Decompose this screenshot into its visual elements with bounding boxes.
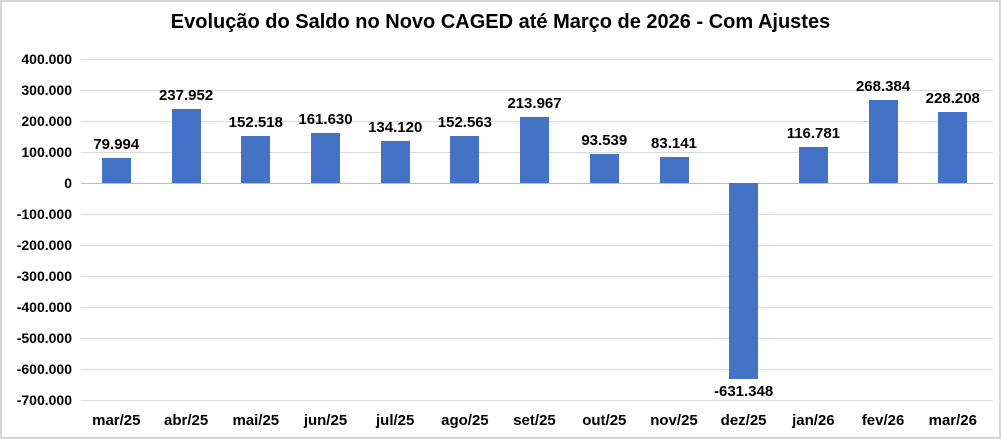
gridline <box>81 214 993 215</box>
x-tick-label: ago/25 <box>441 412 489 429</box>
y-tick-label: 200.000 <box>21 113 72 129</box>
gridline <box>81 245 993 246</box>
x-tick-label: fev/26 <box>861 412 905 429</box>
gridline <box>81 59 993 60</box>
bar-set/25 <box>520 116 549 183</box>
bar-value-label: 83.141 <box>651 135 697 153</box>
gridline <box>81 400 993 401</box>
x-tick-label: out/25 <box>582 412 627 429</box>
gridline <box>81 276 993 277</box>
bar-value-label: 134.120 <box>368 119 423 137</box>
bar-value-label: 161.630 <box>298 110 353 128</box>
bar-value-label: -631.348 <box>713 382 774 400</box>
gridline <box>81 307 993 308</box>
gridline <box>81 369 993 370</box>
bar-value-label: 116.781 <box>786 124 841 142</box>
bar-dez/25 <box>729 183 759 379</box>
bar-out/25 <box>589 154 619 183</box>
y-tick-label: -100.000 <box>16 206 72 222</box>
x-tick-label: abr/25 <box>163 412 209 429</box>
bar-fev/26 <box>868 99 898 183</box>
bar-value-label: 152.518 <box>228 113 283 131</box>
y-tick-label: -400.000 <box>16 299 72 315</box>
y-tick-label: -300.000 <box>16 268 72 284</box>
x-tick-label: mar/25 <box>92 412 141 429</box>
bar-value-label: 268.384 <box>855 77 911 95</box>
y-tick-label: -200.000 <box>16 237 72 253</box>
y-tick-label: 300.000 <box>21 82 72 98</box>
bar-value-label: 79.994 <box>93 136 140 154</box>
bar-jun/25 <box>311 132 340 183</box>
y-tick-label: -600.000 <box>16 361 72 377</box>
gridline <box>81 90 993 91</box>
y-tick-label: -500.000 <box>16 330 72 346</box>
y-tick-label: 100.000 <box>21 144 72 160</box>
x-tick-label: mai/25 <box>232 412 280 429</box>
x-tick-label: set/25 <box>513 412 556 429</box>
x-tick-label: nov/25 <box>650 412 698 429</box>
bar-value-label: 152.563 <box>437 113 492 131</box>
bar-value-label: 213.967 <box>507 94 562 112</box>
bar-value-label: 237.952 <box>158 87 214 105</box>
chart-title: Evolução do Saldo no Novo CAGED até Març… <box>170 11 831 33</box>
y-tick-label: 400.000 <box>21 51 72 67</box>
bar-jul/25 <box>380 141 410 183</box>
x-tick-label: mar/26 <box>928 412 977 429</box>
gridline <box>81 338 993 339</box>
bar-mar/26 <box>938 112 968 183</box>
bar-mar/25 <box>101 158 131 183</box>
x-tick-label: jun/25 <box>303 412 348 429</box>
bar-mai/25 <box>241 135 271 183</box>
bar-abr/25 <box>171 109 201 183</box>
bar-value-label: 93.539 <box>581 132 628 149</box>
y-tick-label: -700.000 <box>16 392 72 408</box>
bar-value-label: 228.208 <box>925 90 980 108</box>
x-tick-label: jul/25 <box>376 412 415 429</box>
x-tick-label: jan/26 <box>792 412 835 429</box>
bar-nov/25 <box>659 157 689 183</box>
x-tick-label: dez/25 <box>720 412 767 429</box>
bar-ago/25 <box>450 135 480 183</box>
y-tick-label: 0 <box>64 175 72 191</box>
bar-jan/26 <box>798 146 828 183</box>
zero-axis-line <box>81 183 993 184</box>
